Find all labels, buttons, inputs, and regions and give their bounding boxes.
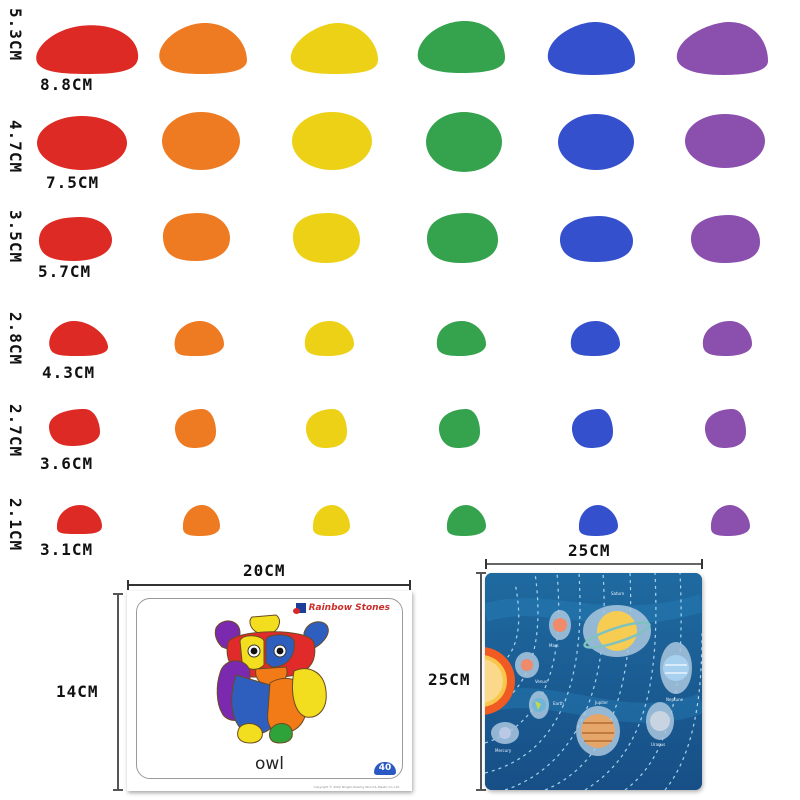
stone-orange-row6 [182, 505, 220, 536]
stone-blue-row1 [547, 22, 635, 75]
stone-purple-row6 [710, 505, 750, 536]
stone-red-row6 [56, 505, 102, 534]
brand-name: Rainbow Stones [308, 603, 390, 613]
stone-green-row2 [426, 112, 502, 172]
stone-height-label-row5: 2.7CM [6, 404, 25, 458]
stone-purple-row3 [690, 215, 760, 263]
solar-system-play-mat: Mercury Venus Earth Mars Jupiter Saturn … [485, 573, 702, 790]
stone-blue-row5 [571, 409, 613, 448]
planet-label-uranus: Uranus [651, 742, 666, 747]
stone-width-label-row3: 5.7CM [38, 262, 92, 281]
stone-red-row5 [48, 409, 100, 446]
stone-orange-row5 [174, 409, 216, 448]
solar-system-illustration [485, 573, 702, 790]
stone-red-row1 [36, 25, 139, 74]
stone-yellow-row6 [312, 505, 350, 536]
card-title: owl [254, 754, 285, 774]
copyright-text: Copyright © 2020 Ningbo Pelemy Wood & Pl… [313, 785, 400, 789]
card-width-ruler [127, 580, 411, 590]
planet-label-saturn: Saturn [611, 591, 625, 596]
stone-height-label-row2: 4.7CM [6, 120, 25, 174]
card-height-label: 14CM [56, 682, 99, 701]
stone-red-row3 [38, 217, 113, 261]
activity-card: Rainbow Stones owl 40 Copyr [127, 591, 412, 791]
card-width-label: 20CM [243, 561, 286, 580]
stone-blue-row3 [559, 216, 633, 262]
planet-label-mars: Mars [549, 643, 559, 648]
stone-green-row6 [446, 505, 486, 536]
stone-red-row4 [49, 321, 109, 356]
planet-label-neptune: Neptune [666, 697, 684, 702]
stone-width-label-row6: 3.1CM [40, 540, 94, 559]
mat-height-ruler [476, 572, 486, 791]
planet-label-mercury: Mercury [495, 748, 512, 753]
stone-yellow-row3 [292, 213, 360, 263]
stone-width-label-row4: 4.3CM [42, 363, 96, 382]
stone-height-label-row6: 2.1CM [6, 498, 25, 552]
card-height-ruler [113, 593, 123, 791]
stone-orange-row2 [162, 112, 240, 170]
stone-blue-row4 [570, 321, 620, 356]
stone-orange-row1 [159, 23, 247, 74]
planet-label-jupiter: Jupiter [595, 700, 609, 705]
stone-orange-row4 [174, 321, 224, 356]
stone-height-label-row3: 3.5CM [6, 210, 25, 264]
stone-yellow-row4 [304, 321, 354, 356]
rainbow-stones-logo-icon [292, 603, 306, 614]
planet-label-venus: Venus [535, 679, 548, 684]
stone-purple-row2 [685, 114, 765, 168]
stone-orange-row3 [162, 213, 230, 261]
owl-illustration [214, 614, 329, 744]
planet-label-earth: Earth [553, 701, 564, 706]
stone-red-row2 [37, 116, 127, 170]
stone-green-row3 [426, 213, 498, 263]
stone-yellow-row2 [292, 112, 372, 170]
stone-width-label-row5: 3.6CM [40, 454, 94, 473]
stone-height-label-row4: 2.8CM [6, 312, 25, 366]
stone-green-row5 [438, 409, 480, 448]
stone-width-label-row1: 8.8CM [40, 75, 94, 94]
stone-yellow-row5 [305, 409, 347, 448]
stone-blue-row6 [578, 505, 618, 536]
brand-logo: Rainbow Stones [292, 603, 390, 614]
stone-blue-row2 [558, 114, 634, 170]
stone-yellow-row1 [290, 23, 378, 74]
stone-green-row1 [417, 21, 505, 73]
stone-height-label-row1: 5.3CM [6, 8, 25, 62]
stone-purple-row4 [702, 321, 752, 356]
stone-width-label-row2: 7.5CM [46, 173, 100, 192]
mat-width-ruler [485, 559, 703, 569]
stone-purple-row1 [676, 22, 768, 75]
card-number-badge: 40 [374, 762, 396, 775]
stone-purple-row5 [704, 409, 746, 448]
mat-height-label: 25CM [428, 670, 471, 689]
mat-width-label: 25CM [568, 541, 611, 560]
stone-green-row4 [436, 321, 486, 356]
card-border: Rainbow Stones owl 40 [136, 598, 403, 779]
